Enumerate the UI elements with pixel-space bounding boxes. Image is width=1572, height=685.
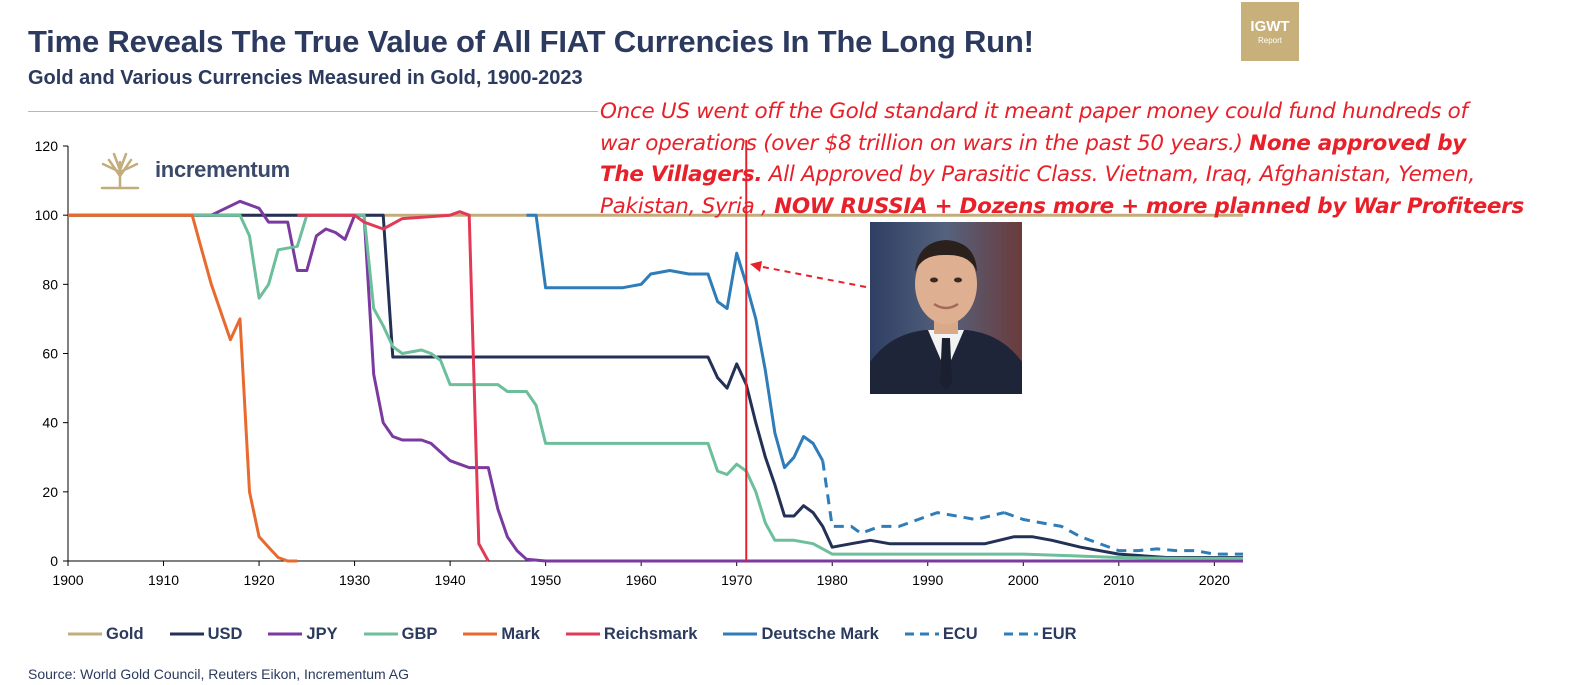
legend-label-eur: EUR bbox=[1041, 624, 1077, 643]
legend-swatch-reichsmark bbox=[565, 632, 600, 636]
legend-label-reichsmark: Reichsmark bbox=[603, 624, 698, 643]
series-line-ecu bbox=[821, 460, 1005, 535]
legend-item-reichsmark: Reichsmark bbox=[565, 624, 698, 644]
marker-arrow-head bbox=[750, 261, 762, 272]
annotation-line-2: war operations (over $8 trillion on wars… bbox=[600, 130, 1467, 156]
y-tick-label: 120 bbox=[35, 138, 59, 154]
x-tick-label: 1900 bbox=[52, 572, 83, 588]
nixon-marker bbox=[745, 140, 867, 561]
x-tick-label: 1990 bbox=[912, 572, 943, 588]
x-tick-label: 1940 bbox=[435, 572, 466, 588]
legend-label-usd: USD bbox=[207, 624, 243, 643]
chart-title: Time Reveals The True Value of All FIAT … bbox=[28, 24, 1034, 59]
legend-swatch-eur bbox=[1003, 632, 1038, 636]
legend-swatch-jpy bbox=[268, 632, 303, 636]
source-note: Source: World Gold Council, Reuters Eiko… bbox=[28, 666, 410, 682]
legend-label-mark: Mark bbox=[501, 624, 540, 643]
x-tick-label: 1980 bbox=[817, 572, 848, 588]
legend-swatch-mark bbox=[463, 632, 498, 636]
legend-swatch-gbp bbox=[363, 632, 398, 636]
x-tick-label: 1910 bbox=[148, 572, 179, 588]
legend-item-usd: USD bbox=[169, 624, 243, 644]
legend-label-ecu: ECU bbox=[942, 624, 978, 643]
y-tick-label: 60 bbox=[42, 346, 58, 362]
series-line-usd bbox=[68, 213, 1243, 559]
x-tick-label: 2000 bbox=[1008, 572, 1039, 588]
x-tick-label: 1930 bbox=[339, 572, 370, 588]
series-line-jpy bbox=[68, 199, 1243, 563]
x-tick-label: 1960 bbox=[626, 572, 657, 588]
portrait-photo bbox=[870, 222, 1022, 394]
legend-label-deutsche-mark: Deutsche Mark bbox=[761, 624, 879, 643]
igwt-logo: IGWT Report bbox=[1241, 2, 1299, 61]
chart-subtitle: Gold and Various Currencies Measured in … bbox=[28, 67, 583, 89]
legend-item-deutsche-mark: Deutsche Mark bbox=[723, 624, 879, 644]
legend-item-gbp: GBP bbox=[363, 624, 438, 644]
legend-item-mark: Mark bbox=[463, 625, 540, 644]
logo-line2: Report bbox=[1257, 36, 1282, 45]
legend-item-jpy: JPY bbox=[268, 624, 338, 644]
x-tick-label: 2020 bbox=[1199, 572, 1230, 588]
legend-label-gbp: GBP bbox=[401, 624, 438, 643]
legend-item-ecu: ECU bbox=[904, 624, 978, 644]
annotation-line-4: Pakistan, Syria , NOW RUSSIA + Dozens mo… bbox=[600, 193, 1524, 219]
series-line-eur bbox=[1003, 511, 1243, 556]
y-tick-label: 100 bbox=[35, 207, 59, 223]
series-line-reichsmark bbox=[297, 210, 490, 562]
brand-name: incrementum bbox=[155, 157, 290, 182]
series-line-gbp bbox=[68, 213, 1243, 560]
x-tick-label: 1950 bbox=[530, 572, 561, 588]
title-divider bbox=[28, 111, 598, 112]
legend-label-gold: Gold bbox=[106, 624, 144, 643]
annotation-line-1: Once US went off the Gold standard it me… bbox=[600, 99, 1468, 124]
legend-label-jpy: JPY bbox=[306, 624, 338, 643]
legend-swatch-gold bbox=[68, 632, 102, 636]
incrementum-logo-icon bbox=[100, 152, 140, 190]
y-tick-label: 20 bbox=[42, 484, 58, 500]
legend-swatch-deutsche-mark bbox=[723, 632, 758, 636]
x-tick-label: 1920 bbox=[243, 572, 274, 588]
marker-arrow-shaft bbox=[757, 265, 867, 288]
y-tick-label: 40 bbox=[42, 415, 58, 431]
legend-item-gold: Gold bbox=[68, 625, 144, 644]
chart-series bbox=[68, 199, 1243, 563]
y-tick-label: 0 bbox=[50, 553, 58, 569]
legend-item-eur: EUR bbox=[1003, 624, 1077, 644]
series-line-mark bbox=[68, 213, 298, 563]
chart-legend: Gold USD JPY GBP Mark Reichsmark Deutsche Mark… bbox=[68, 624, 1103, 644]
annotation-text: Once US went off the Gold standard it me… bbox=[600, 96, 1572, 222]
annotation-line-3: The Villagers. All Approved by Parasitic… bbox=[600, 162, 1475, 187]
x-tick-label: 1970 bbox=[721, 572, 752, 588]
x-tick-label: 2010 bbox=[1103, 572, 1134, 588]
y-tick-label: 80 bbox=[42, 276, 58, 292]
legend-swatch-usd bbox=[169, 632, 204, 636]
logo-line1: IGWT bbox=[1250, 18, 1290, 35]
legend-swatch-ecu bbox=[904, 632, 939, 636]
series-line-deutsche-mark bbox=[526, 213, 825, 470]
